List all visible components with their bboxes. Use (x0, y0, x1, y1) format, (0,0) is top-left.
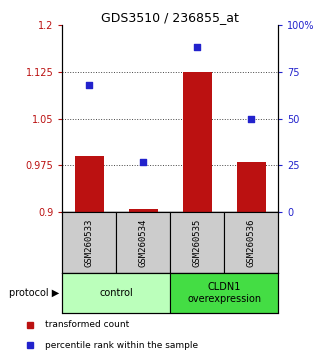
Text: protocol ▶: protocol ▶ (9, 288, 59, 298)
Bar (62, 273, 171, 313)
Text: transformed count: transformed count (45, 320, 129, 329)
Bar (171, 212, 224, 273)
Bar (224, 212, 278, 273)
Point (87, 82, 92, 88)
Bar (182, 72, 212, 212)
Text: GSM260535: GSM260535 (193, 218, 202, 267)
Bar (129, 209, 158, 212)
Text: percentile rank within the sample: percentile rank within the sample (45, 341, 198, 349)
Bar (236, 162, 266, 212)
Text: GSM260534: GSM260534 (139, 218, 148, 267)
Bar (171, 273, 278, 313)
Bar (75, 156, 104, 212)
Text: CLDN1
overexpression: CLDN1 overexpression (187, 282, 261, 304)
Point (249, 116, 254, 121)
Bar (116, 212, 171, 273)
Bar (62, 212, 116, 273)
Text: control: control (100, 288, 133, 298)
Text: GSM260536: GSM260536 (247, 218, 256, 267)
Text: GSM260533: GSM260533 (85, 218, 94, 267)
Point (141, 159, 146, 165)
Title: GDS3510 / 236855_at: GDS3510 / 236855_at (101, 11, 239, 24)
Point (195, 45, 200, 50)
